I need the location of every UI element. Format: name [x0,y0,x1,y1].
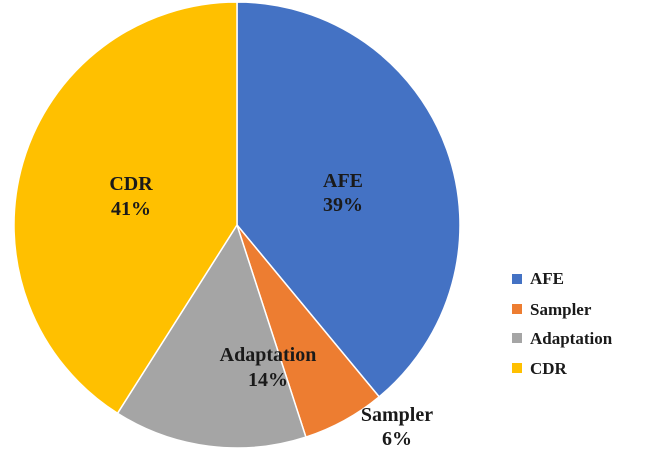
slice-label-afe-value: 39% [323,194,363,216]
slice-label-adaptation-value: 14% [248,369,288,391]
legend-label-cdr: CDR [530,359,568,378]
slice-adaptation [116,223,307,449]
slice-label-adaptation-name: Adaptation [220,344,317,366]
slice-label-sampler-name: Sampler [361,404,433,426]
legend-swatch-cdr [512,363,522,373]
legend: AFE Sampler Adaptation CDR [512,269,613,378]
slice-label-afe-name: AFE [323,170,363,192]
legend-swatch-afe [512,274,522,284]
slice-label-cdr-name: CDR [109,173,153,195]
legend-label-afe: AFE [530,269,564,288]
legend-label-adaptation: Adaptation [530,329,613,348]
legend-label-sampler: Sampler [530,300,592,319]
slice-label-cdr-value: 41% [111,198,151,220]
slices [13,1,461,449]
legend-swatch-adaptation [512,333,522,343]
slice-label-sampler-value: 6% [382,428,412,450]
legend-swatch-sampler [512,304,522,314]
slice-afe [236,1,461,398]
slice-cdr [13,1,238,415]
